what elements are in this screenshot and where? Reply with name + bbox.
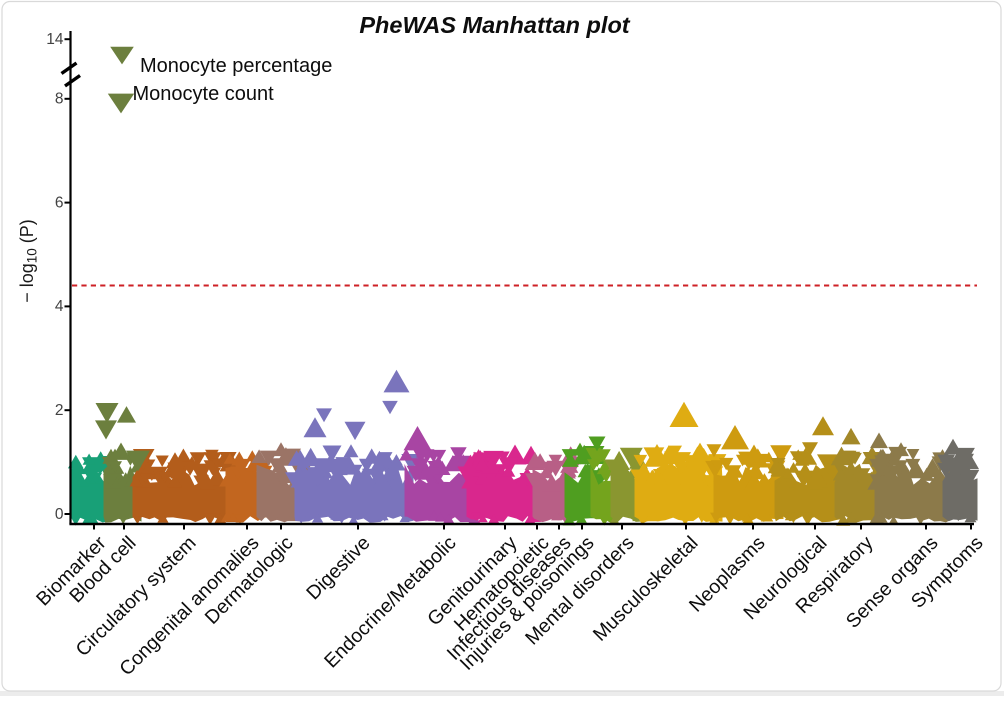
svg-text:− log10 (P): − log10 (P) — [17, 219, 40, 303]
svg-text:14: 14 — [46, 31, 64, 48]
svg-text:8: 8 — [55, 91, 64, 108]
svg-text:0: 0 — [55, 506, 64, 523]
svg-text:Monocyte percentage: Monocyte percentage — [140, 55, 332, 77]
svg-text:2: 2 — [55, 402, 64, 419]
svg-text:4: 4 — [55, 298, 64, 315]
svg-text:Monocyte count: Monocyte count — [133, 83, 275, 105]
svg-text:6: 6 — [55, 194, 64, 211]
svg-text:PheWAS Manhattan plot: PheWAS Manhattan plot — [359, 12, 630, 38]
